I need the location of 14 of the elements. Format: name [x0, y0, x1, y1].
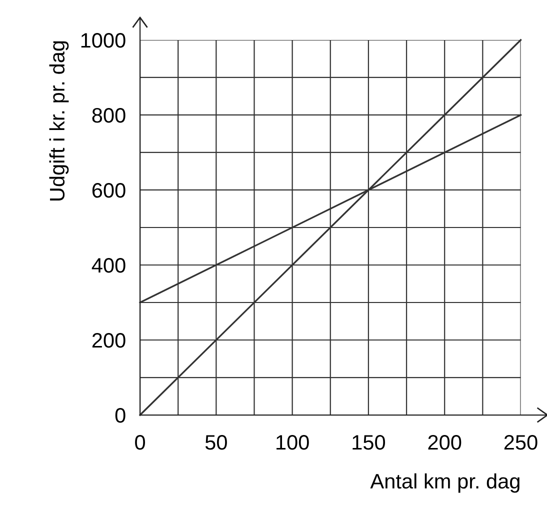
- y-tick-label: 1000: [81, 32, 126, 48]
- x-tick-label: 200: [428, 435, 462, 450]
- x-tick-label: 0: [135, 435, 146, 450]
- y-tick-label: 400: [92, 258, 126, 273]
- x-tick-label: 50: [205, 435, 227, 450]
- x-tick-label: 100: [276, 435, 309, 450]
- x-tick-label: 150: [352, 435, 386, 450]
- x-tick-label: 250: [504, 435, 538, 450]
- y-tick-label: 800: [92, 108, 126, 123]
- y-axis-title: Udgift i kr. pr. dag: [49, 41, 69, 200]
- y-tick-label: 200: [92, 333, 126, 348]
- y-tick-label: 0: [115, 408, 126, 423]
- y-tick-label: 600: [92, 182, 126, 198]
- x-axis-title: Antal km pr. dag: [370, 473, 520, 493]
